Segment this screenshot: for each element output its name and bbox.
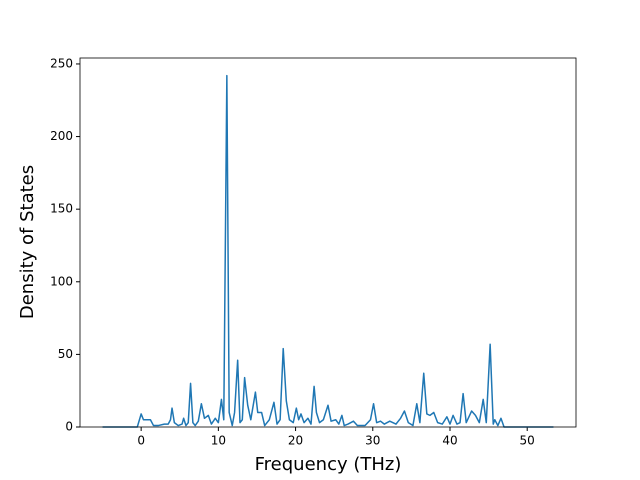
x-tick-label: 10 <box>211 434 226 448</box>
x-axis-label: Frequency (THz) <box>255 454 402 475</box>
y-axis-label: Density of States <box>17 165 38 319</box>
y-tick-label: 250 <box>50 56 73 70</box>
x-tick-label: 20 <box>288 434 303 448</box>
y-tick-label: 50 <box>58 347 73 361</box>
y-tick-label: 150 <box>50 202 73 216</box>
y-tick-label: 100 <box>50 274 73 288</box>
x-tick-label: 0 <box>137 434 145 448</box>
x-tick-label: 30 <box>365 434 380 448</box>
plot-frame <box>79 57 577 428</box>
y-tick-label: 0 <box>65 420 73 434</box>
dos-line <box>102 74 554 428</box>
y-tick-label: 200 <box>50 129 73 143</box>
x-tick-label: 50 <box>520 434 535 448</box>
x-tick-label: 40 <box>442 434 457 448</box>
